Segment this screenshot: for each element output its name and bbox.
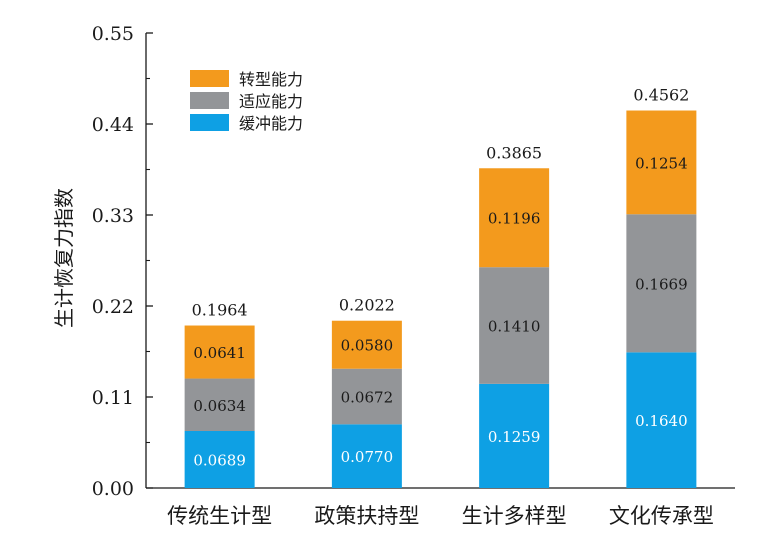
legend-label: 转型能力	[239, 70, 303, 89]
labels: 0.0689 0.0634 0.0641 0.1964 0.0770 0.0672 0.05…	[192, 86, 690, 470]
axes: 0.00 0.11 0.22 0.33 0.44 0.55 传统生计型 政策扶持型 生计多样型 文…	[92, 23, 735, 528]
segment-value-label: 0.1410	[488, 318, 541, 336]
segment-value-label: 0.1196	[488, 210, 541, 228]
x-tick-label: 政策扶持型	[314, 504, 419, 528]
y-tick-label: 0.22	[92, 296, 134, 318]
total-value-label: 0.4562	[633, 86, 689, 105]
y-tick-label: 0.55	[92, 23, 134, 45]
bar-segment	[331, 424, 402, 488]
segment-value-label: 0.0770	[341, 448, 394, 466]
legend-swatch	[190, 70, 229, 87]
bar-segment	[184, 378, 255, 432]
y-tick-label: 0.00	[92, 478, 134, 500]
segment-value-label: 0.1254	[635, 154, 688, 172]
bar-segment	[331, 320, 402, 369]
total-value-label: 0.2022	[339, 296, 395, 315]
legend-label: 缓冲能力	[239, 114, 303, 133]
y-tick-label: 0.44	[92, 114, 134, 136]
segment-value-label: 0.0634	[193, 397, 246, 415]
bar-segment	[184, 431, 255, 488]
bar-segment	[626, 110, 697, 215]
x-tick-label: 文化传承型	[609, 504, 714, 528]
bar-segment	[479, 267, 550, 384]
segment-value-label: 0.0672	[341, 389, 394, 407]
segment-value-label: 0.0689	[193, 452, 246, 470]
bar-segment	[626, 214, 697, 353]
legend-swatch	[190, 114, 229, 131]
total-value-label: 0.1964	[192, 301, 248, 320]
legend-swatch	[190, 92, 229, 109]
bars	[184, 110, 697, 488]
segment-value-label: 0.1259	[488, 428, 541, 446]
bar-segment	[331, 368, 402, 425]
segment-value-label: 0.0580	[341, 337, 394, 355]
x-tick-label: 生计多样型	[462, 504, 567, 528]
segment-value-label: 0.1640	[635, 412, 688, 430]
bar-segment	[479, 383, 550, 488]
x-tick-label: 传统生计型	[167, 504, 272, 528]
y-axis-label: 生计恢复力指数	[52, 188, 76, 328]
segment-value-label: 0.0641	[193, 344, 246, 362]
segment-value-label: 0.1669	[635, 275, 688, 293]
y-tick-label: 0.33	[92, 205, 134, 227]
bar-segment	[479, 168, 550, 268]
legend-label: 适应能力	[239, 92, 303, 111]
total-value-label: 0.3865	[486, 143, 542, 162]
bar-segment	[626, 352, 697, 488]
y-tick-label: 0.11	[92, 387, 134, 409]
bar-segment	[184, 325, 255, 379]
